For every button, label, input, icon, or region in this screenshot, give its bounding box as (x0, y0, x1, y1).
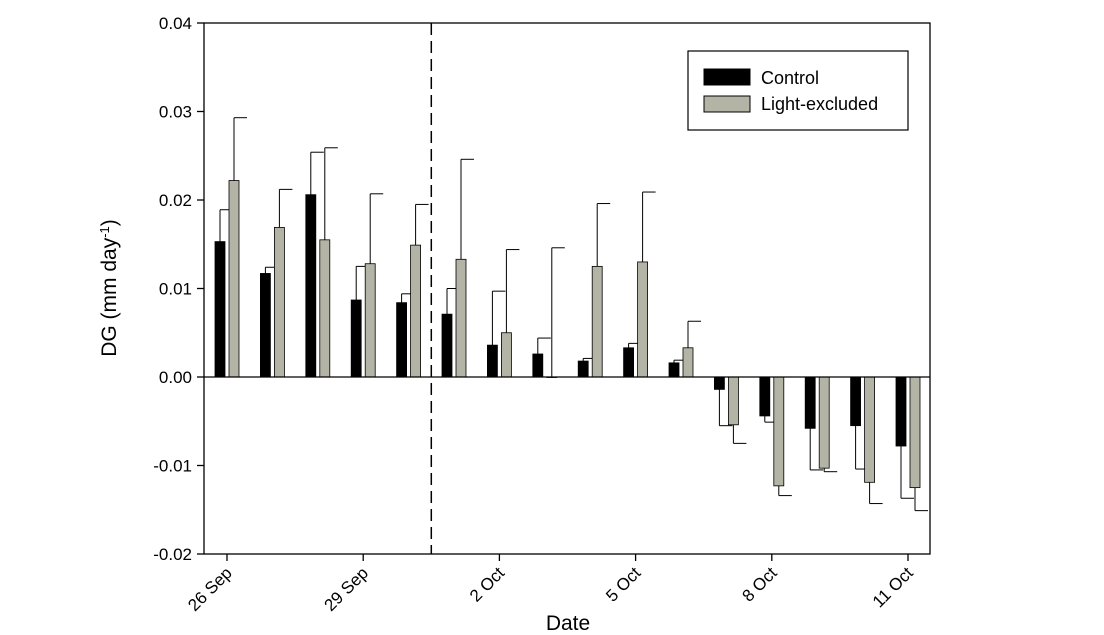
x-tick-label: 26 Sep (184, 563, 236, 615)
y-tick-label: -0.02 (153, 545, 192, 564)
y-axis-title-superscript: -1 (97, 226, 112, 238)
y-axis-title-main: DG (mm day (98, 237, 121, 357)
y-axis-title-suffix: ) (98, 219, 121, 226)
bar-light-excluded (864, 376, 875, 483)
bar-light-excluded (637, 261, 648, 378)
legend-swatch-control (703, 68, 751, 86)
y-axis-title: DG (mm day-1) (97, 219, 122, 357)
bar-control (305, 194, 317, 378)
y-tick-label: 0.02 (159, 191, 192, 210)
y-tick-label: 0.03 (159, 103, 192, 122)
bar-light-excluded (591, 265, 603, 378)
bar-control (623, 347, 634, 378)
bar-light-excluded (818, 376, 830, 469)
bar-control (668, 362, 680, 378)
bar-control (396, 302, 408, 378)
bar-light-excluded (228, 180, 240, 378)
x-axis-title: Date (546, 612, 590, 635)
bar-control (532, 353, 544, 378)
bar-light-excluded (728, 376, 739, 426)
bar-control (486, 344, 498, 378)
bar-control (441, 313, 453, 378)
legend-swatch-light-excluded (703, 95, 751, 113)
legend: Control Light-excluded (687, 50, 909, 131)
bars (214, 117, 928, 512)
bar-control (714, 376, 725, 390)
bar-control (214, 241, 226, 378)
bar-light-excluded (364, 263, 376, 378)
bar-light-excluded (319, 239, 331, 378)
bar-light-excluded (682, 347, 694, 378)
legend-box (687, 50, 909, 131)
x-tick-label: 29 Sep (320, 563, 372, 615)
y-tick-label: 0.00 (159, 368, 192, 387)
bar-light-excluded (273, 227, 285, 378)
bar-light-excluded (773, 376, 785, 487)
bar-light-excluded (500, 332, 512, 378)
x-tick-label: 5 Oct (602, 563, 644, 605)
bar-control (350, 299, 362, 378)
bar-control (259, 273, 271, 378)
bar-control (850, 376, 861, 427)
x-tick-label: 2 Oct (466, 563, 508, 605)
bar-light-excluded (909, 376, 921, 489)
y-tick-label: -0.01 (153, 457, 192, 476)
bar-control (577, 360, 589, 378)
x-tick-label: 8 Oct (738, 563, 780, 605)
bar-light-excluded (410, 244, 422, 378)
bar-control (759, 376, 771, 417)
bar-control (804, 376, 816, 429)
y-tick-label: 0.04 (159, 14, 192, 33)
y-tick-label: 0.01 (159, 280, 192, 299)
bar-light-excluded (455, 258, 467, 378)
x-tick-label: 11 Oct (869, 563, 917, 611)
legend-label-light-excluded: Light-excluded (761, 94, 878, 114)
legend-label-control: Control (761, 68, 819, 88)
bar-control (895, 376, 907, 447)
